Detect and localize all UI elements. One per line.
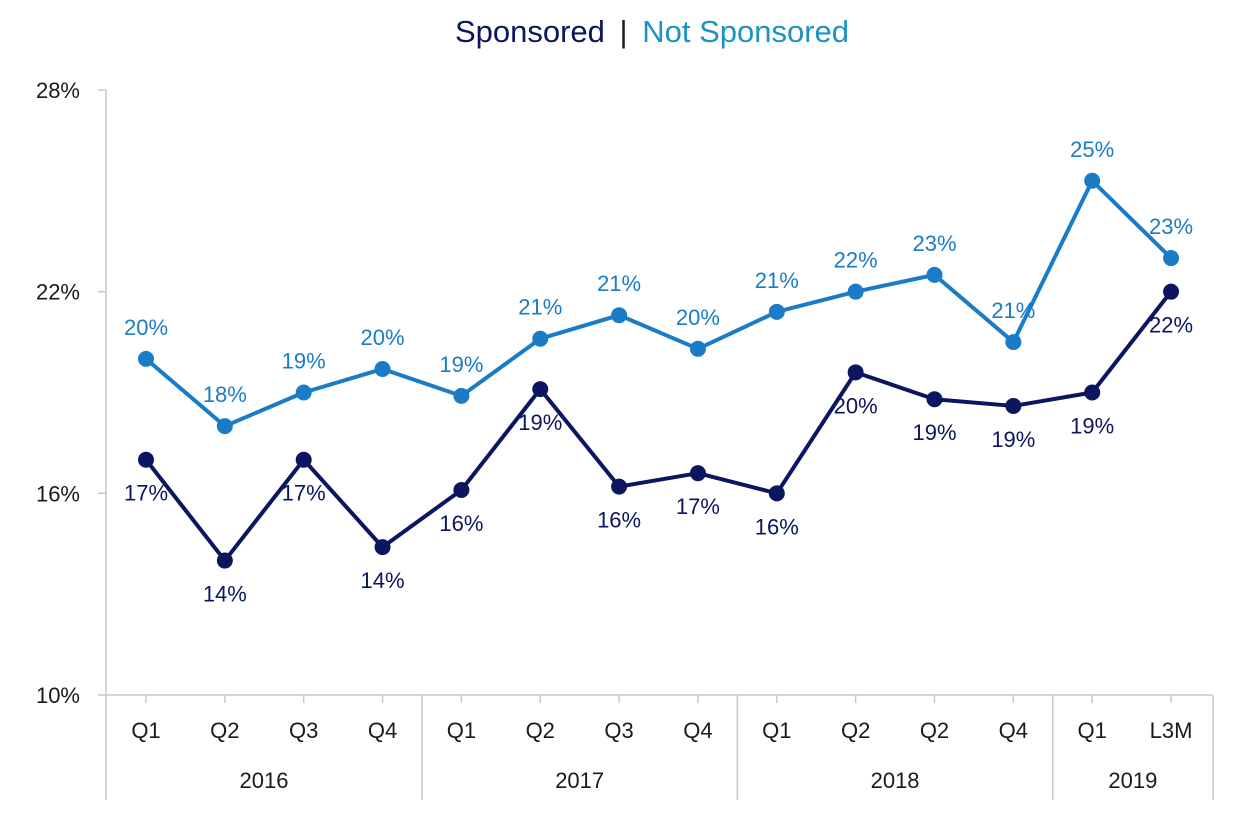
title-not-sponsored: Not Sponsored <box>642 14 849 49</box>
data-label-not-sponsored: 21% <box>755 268 799 293</box>
point-not-sponsored <box>138 350 154 367</box>
point-sponsored <box>453 481 470 498</box>
data-label-not-sponsored: 22% <box>834 248 878 273</box>
x-category-label: Q4 <box>683 718 712 743</box>
x-group-label: 2018 <box>871 768 920 793</box>
title-sponsored: Sponsored <box>455 14 605 49</box>
x-category-label: Q2 <box>841 718 870 743</box>
x-category-label: Q1 <box>131 718 160 743</box>
data-label-sponsored: 16% <box>755 514 799 539</box>
data-label-not-sponsored: 20% <box>361 325 405 350</box>
data-label-not-sponsored: 21% <box>518 295 562 320</box>
x-category-label: Q4 <box>368 718 397 743</box>
chart-title: Sponsored | Not Sponsored <box>455 14 849 49</box>
point-not-sponsored <box>768 303 785 320</box>
x-category-label: Q1 <box>1078 718 1107 743</box>
y-tick-label: 16% <box>36 481 80 506</box>
x-category-label: L3M <box>1150 718 1193 743</box>
point-sponsored <box>689 465 706 482</box>
y-tick-label: 28% <box>36 78 80 103</box>
series-line-sponsored <box>144 290 1173 563</box>
data-label-not-sponsored: 19% <box>282 349 326 374</box>
point-not-sponsored <box>532 330 549 347</box>
data-label-sponsored: 16% <box>597 508 641 533</box>
x-category-label: Q3 <box>604 718 633 743</box>
series-line-not-sponsored <box>144 178 1173 429</box>
x-category-label: Q4 <box>999 718 1028 743</box>
point-sponsored <box>216 552 233 569</box>
point-sponsored <box>611 478 628 495</box>
x-category-label: Q2 <box>210 718 239 743</box>
data-labels: 20% 18% 19% 20% 19% 21% 21% 20% 21% 22% 23% 21% 25% 2… <box>124 137 1193 607</box>
x-group-label: 2017 <box>555 768 604 793</box>
data-label-sponsored: 17% <box>676 494 720 519</box>
data-label-not-sponsored: 20% <box>676 305 720 330</box>
series-lines <box>144 178 1173 563</box>
point-not-sponsored <box>847 283 864 300</box>
data-label-sponsored: 19% <box>991 427 1035 452</box>
point-sponsored <box>1163 283 1180 300</box>
point-sponsored <box>532 381 549 398</box>
data-points <box>138 172 1180 569</box>
x-category-label: Q3 <box>289 718 318 743</box>
point-not-sponsored <box>374 360 391 377</box>
data-label-sponsored: 17% <box>282 481 326 506</box>
point-sponsored <box>1084 384 1101 401</box>
axes: 10% 16% 22% 28% Q1 Q2 Q3 Q4 Q1 Q2 Q3 Q4 Q1 Q2 Q2 Q4 Q1 L3… <box>36 78 1214 800</box>
data-label-sponsored: 22% <box>1149 313 1193 338</box>
point-sponsored <box>295 451 312 468</box>
data-label-sponsored: 14% <box>203 582 247 607</box>
y-tick-label: 22% <box>36 280 80 305</box>
data-label-sponsored: 19% <box>912 420 956 445</box>
data-label-sponsored: 19% <box>1070 414 1114 439</box>
point-not-sponsored <box>453 387 470 404</box>
x-category-label: Q2 <box>920 718 949 743</box>
data-label-not-sponsored: 21% <box>597 271 641 296</box>
point-not-sponsored <box>611 307 628 324</box>
point-sponsored <box>768 485 785 502</box>
data-label-sponsored: 20% <box>834 393 878 418</box>
data-label-not-sponsored: 23% <box>912 231 956 256</box>
point-not-sponsored <box>926 266 943 283</box>
data-label-not-sponsored: 23% <box>1149 214 1193 239</box>
point-sponsored <box>374 539 391 556</box>
point-sponsored <box>138 451 154 468</box>
data-label-not-sponsored: 20% <box>124 315 168 340</box>
point-not-sponsored <box>1163 250 1180 267</box>
y-tick-label: 10% <box>36 683 80 708</box>
point-sponsored <box>926 391 943 408</box>
x-group-label: 2019 <box>1108 768 1157 793</box>
data-label-not-sponsored: 18% <box>203 382 247 407</box>
data-label-sponsored: 14% <box>361 568 405 593</box>
x-category-label: Q1 <box>762 718 791 743</box>
x-category-label: Q1 <box>447 718 476 743</box>
point-sponsored <box>1005 397 1022 414</box>
point-not-sponsored <box>1084 172 1101 189</box>
point-not-sponsored <box>689 340 706 357</box>
x-group-label: 2016 <box>240 768 289 793</box>
title-separator: | <box>620 14 628 49</box>
data-label-sponsored: 17% <box>124 481 168 506</box>
data-label-not-sponsored: 21% <box>991 298 1035 323</box>
data-label-sponsored: 19% <box>518 410 562 435</box>
data-label-not-sponsored: 19% <box>439 352 483 377</box>
point-not-sponsored <box>295 384 312 401</box>
data-label-not-sponsored: 25% <box>1070 137 1114 162</box>
point-sponsored <box>847 364 864 381</box>
point-not-sponsored <box>1005 334 1022 351</box>
point-not-sponsored <box>216 418 233 435</box>
data-label-sponsored: 16% <box>439 511 483 536</box>
x-category-label: Q2 <box>526 718 555 743</box>
